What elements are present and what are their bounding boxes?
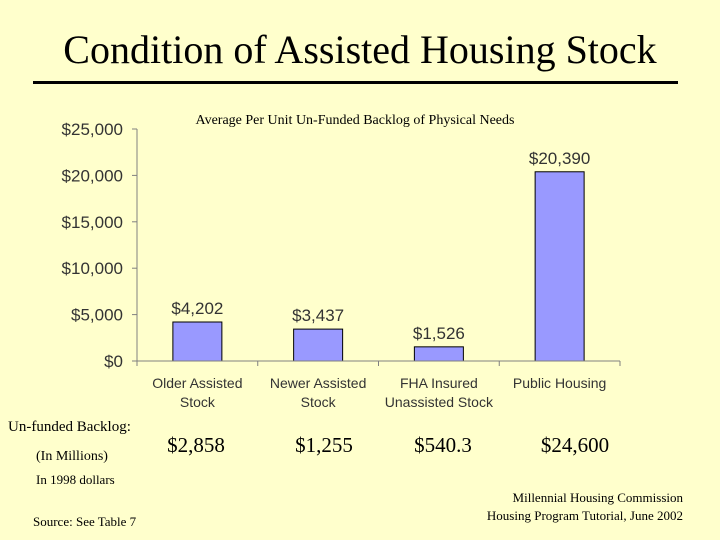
backlog-value-fha-insured: $540.3 [414, 433, 472, 457]
bar-data-label: $20,390 [529, 149, 590, 168]
dollars-label: In 1998 dollars [36, 472, 115, 487]
slide-title: Condition of Assisted Housing Stock [63, 27, 657, 72]
bar-data-label: $3,437 [292, 306, 344, 325]
chart-title: Average Per Unit Un-Funded Backlog of Ph… [195, 113, 515, 128]
bar-data-label: $1,526 [413, 324, 465, 343]
x-category-label: Stock [180, 394, 216, 410]
credit-line-1: Millennial Housing Commission [512, 490, 683, 505]
y-tick-label: $15,000 [62, 213, 123, 232]
x-category-label: Newer Assisted [270, 375, 366, 391]
bar [172, 321, 223, 362]
bar [413, 346, 464, 362]
bar [293, 328, 344, 362]
x-category-label: Stock [301, 394, 337, 410]
y-tick-label: $20,000 [62, 166, 123, 185]
source-note: Source: See Table 7 [33, 514, 137, 529]
backlog-label: Un-funded Backlog: [8, 419, 131, 435]
backlog-value-older-assisted: $2,858 [167, 433, 225, 457]
x-category-label: FHA Insured [400, 375, 478, 391]
backlog-value-newer-assisted: $1,255 [295, 433, 353, 457]
x-category-label: Public Housing [513, 375, 606, 391]
credit-line-2: Housing Program Tutorial, June 2002 [486, 508, 683, 523]
title-underline [33, 81, 678, 84]
credit-block: Millennial Housing Commission Housing Pr… [487, 489, 683, 525]
x-category-label: Unassisted Stock [385, 394, 494, 410]
backlog-value-public-housing: $24,600 [540, 433, 610, 457]
y-tick-label: $25,000 [62, 120, 123, 139]
y-tick-label: $10,000 [62, 259, 123, 278]
y-tick-label: $0 [104, 352, 123, 371]
y-tick-label: $5,000 [71, 306, 123, 325]
bar [534, 171, 585, 362]
x-category-label: Older Assisted [152, 375, 242, 391]
bar-data-label: $4,202 [171, 299, 223, 318]
millions-label: (In Millions) [36, 449, 108, 464]
